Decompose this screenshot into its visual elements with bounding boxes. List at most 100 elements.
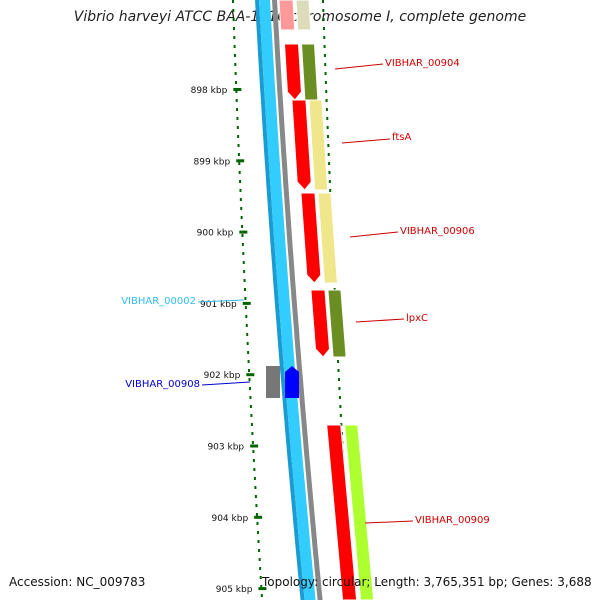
minor-tick-dot	[239, 180, 242, 183]
minor-tick-dot	[243, 288, 246, 291]
outer-tick-dot	[329, 189, 332, 192]
minor-tick-dot	[236, 117, 239, 120]
tick-label: 900 kbp	[197, 229, 234, 239]
minor-tick-dot	[254, 486, 257, 489]
gene-label[interactable]: VIBHAR_00909	[415, 515, 490, 526]
minor-tick-dot	[237, 144, 240, 147]
tick-label: 905 kbp	[216, 585, 253, 595]
outer-tick-dot	[323, 54, 326, 57]
highlight-feature[interactable]	[285, 366, 299, 398]
minor-tick-dot	[250, 414, 253, 417]
minor-tick-dot	[254, 495, 257, 498]
grey-feature[interactable]	[266, 366, 280, 398]
minor-tick-dot	[249, 405, 252, 408]
gene-label[interactable]: VIBHAR_00908	[125, 379, 200, 390]
label-leader-line	[349, 231, 399, 238]
label-leader-line	[341, 138, 391, 144]
label-leader-line	[334, 63, 384, 70]
minor-tick-dot	[252, 450, 255, 453]
cds-feature[interactable]	[278, 0, 296, 31]
outer-tick-dot	[340, 423, 343, 426]
minor-tick-dot	[252, 459, 255, 462]
outer-tick-dot	[322, 27, 325, 30]
outer-tick-dot	[327, 153, 330, 156]
minor-tick-dot	[258, 549, 261, 552]
minor-tick-dot	[241, 243, 244, 246]
major-tick	[246, 373, 255, 377]
cds-feature[interactable]	[295, 0, 312, 31]
label-leader-line	[355, 318, 405, 323]
label-leader-line	[197, 299, 245, 303]
outer-tick-dot	[337, 378, 340, 381]
outer-tick-dot	[326, 135, 329, 138]
gene-label[interactable]: lpxC	[406, 313, 428, 324]
minor-tick-dot	[233, 54, 236, 57]
minor-tick-dot	[240, 207, 243, 210]
cds-feature[interactable]	[344, 424, 375, 600]
gene-label[interactable]: VIBHAR_00002	[121, 296, 196, 307]
cds-feature[interactable]	[300, 43, 319, 101]
major-tick	[242, 301, 251, 305]
minor-tick-dot	[257, 531, 260, 534]
outer-tick-dot	[339, 414, 342, 417]
minor-tick-dot	[240, 216, 243, 219]
outer-tick-dot	[328, 162, 331, 165]
minor-tick-dot	[234, 63, 237, 66]
cds-feature[interactable]	[308, 99, 329, 191]
cds-feature[interactable]	[327, 289, 347, 358]
cds-feature[interactable]	[283, 43, 302, 101]
minor-tick-dot	[258, 558, 261, 561]
backbone-ring	[259, 0, 316, 600]
minor-tick-dot	[241, 225, 244, 228]
outer-tick-dot	[326, 126, 329, 129]
cds-feature[interactable]	[310, 289, 331, 358]
minor-tick-dot	[256, 522, 259, 525]
minor-tick-dot	[248, 387, 251, 390]
minor-tick-dot	[249, 396, 252, 399]
tick-label: 903 kbp	[207, 443, 244, 453]
cds-feature[interactable]	[326, 424, 358, 600]
outer-tick-dot	[327, 144, 330, 147]
outer-tick-dot	[322, 9, 325, 12]
minor-tick-dot	[238, 162, 241, 165]
minor-tick-dot	[257, 540, 260, 543]
tick-label: 898 kbp	[191, 86, 228, 96]
minor-tick-dot	[251, 432, 254, 435]
minor-tick-dot	[233, 45, 236, 48]
minor-tick-dot	[244, 297, 247, 300]
outer-tick-dot	[337, 360, 340, 363]
minor-tick-dot	[234, 81, 237, 84]
major-tick	[250, 444, 259, 448]
minor-tick-dot	[232, 27, 235, 30]
minor-tick-dot	[245, 324, 248, 327]
outer-tick-dot	[324, 72, 327, 75]
minor-tick-dot	[233, 36, 236, 39]
outer-tick-dot	[338, 396, 341, 399]
major-tick	[258, 587, 267, 591]
minor-tick-dot	[255, 504, 258, 507]
tick-label: 904 kbp	[211, 514, 248, 524]
minor-tick-dot	[253, 477, 256, 480]
minor-tick-dot	[241, 234, 244, 237]
minor-tick-dot	[244, 306, 247, 309]
label-leader-line	[201, 381, 251, 386]
cds-feature[interactable]	[291, 99, 312, 191]
minor-tick-dot	[242, 261, 245, 264]
minor-tick-dot	[243, 270, 246, 273]
tick-label: 901 kbp	[200, 300, 237, 310]
gene-label[interactable]: VIBHAR_00906	[400, 226, 475, 237]
outer-tick-dot	[325, 99, 328, 102]
minor-tick-dot	[260, 594, 263, 597]
major-tick	[233, 88, 242, 91]
gene-label[interactable]: ftsA	[392, 132, 411, 143]
minor-tick-dot	[232, 18, 235, 21]
major-tick	[239, 230, 248, 234]
cds-feature[interactable]	[317, 192, 338, 284]
minor-tick-dot	[242, 252, 245, 255]
minor-tick-dot	[232, 0, 234, 3]
gene-label[interactable]: VIBHAR_00904	[385, 58, 460, 69]
major-tick	[254, 515, 263, 519]
cds-feature[interactable]	[300, 192, 322, 284]
minor-tick-dot	[247, 351, 250, 354]
